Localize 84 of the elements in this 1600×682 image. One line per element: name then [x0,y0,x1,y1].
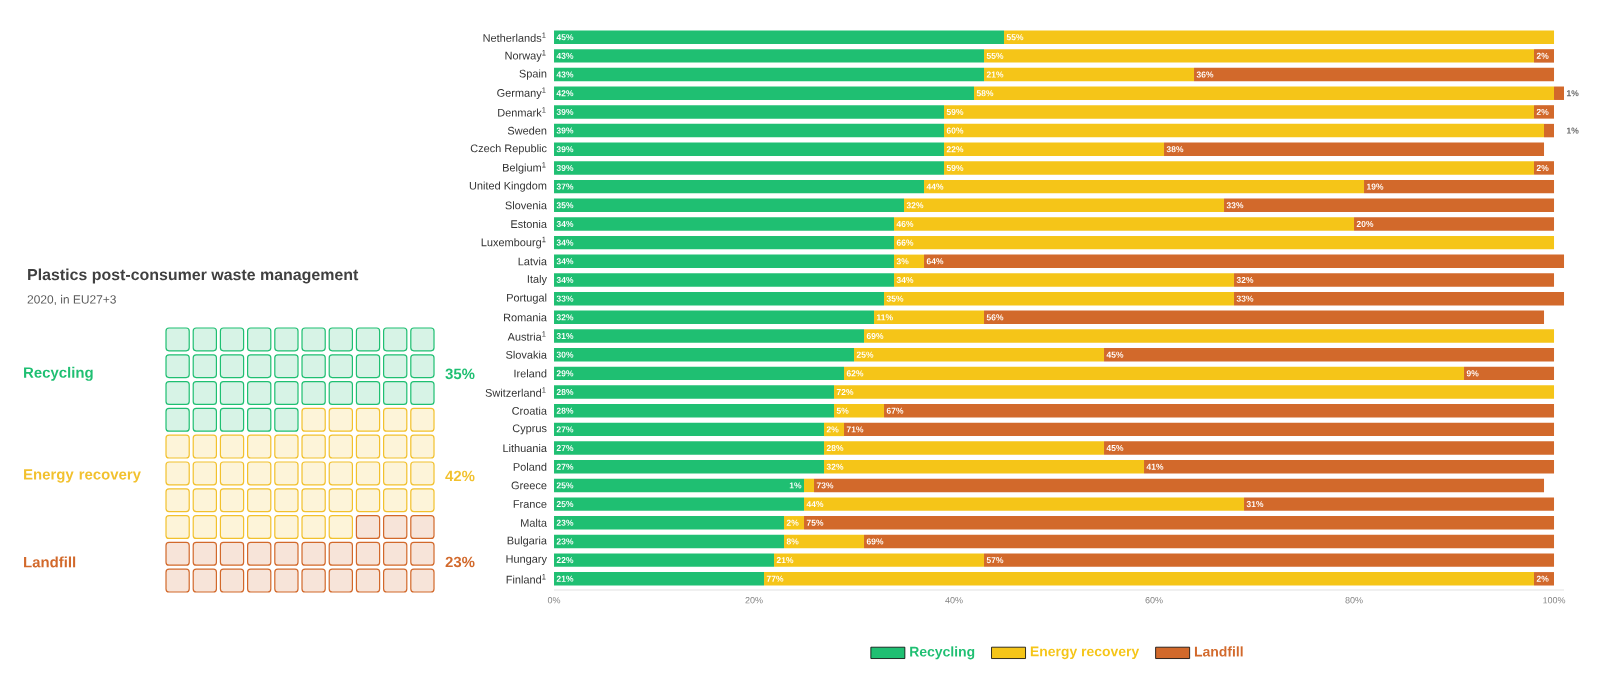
bar [834,385,1555,399]
bar [554,553,775,567]
bar [904,198,1225,213]
bar [924,254,1565,269]
bar [554,105,945,119]
bar [554,310,875,325]
bar [944,105,1535,119]
bar [1354,217,1555,231]
bar [834,404,885,418]
bar [984,49,1535,63]
bar [1534,49,1555,63]
bar [554,67,985,82]
bar [894,273,1235,287]
bar [1224,198,1555,213]
bar [554,441,825,455]
bar [1104,441,1555,455]
bar [764,572,1535,586]
bar [554,291,885,306]
bar [554,49,985,63]
bar [554,329,865,343]
bar [1104,347,1555,362]
bar [554,366,845,381]
bar [784,534,865,549]
bar [1234,291,1565,306]
bar [884,404,1555,418]
bar [554,235,895,250]
bar [554,478,805,493]
bar [554,516,785,530]
bar [984,310,1545,325]
bar [874,310,985,325]
bar [554,273,895,287]
bar [554,30,1005,44]
bar [944,161,1535,175]
bar [554,254,895,269]
bar [984,553,1555,567]
bar [1534,161,1555,175]
bar [1164,142,1545,156]
bar [944,123,1545,138]
bar [844,366,1465,381]
bar [804,497,1245,511]
bar [774,553,985,567]
bar [864,329,1555,343]
bar [1364,179,1555,194]
bar [554,404,835,418]
bar [554,179,925,194]
bar [924,179,1365,194]
bar [554,460,825,474]
bar [864,534,1555,549]
bar [844,422,1555,437]
bar [554,422,825,437]
bar [894,235,1555,250]
bar [554,161,945,175]
bar [1004,30,1555,44]
bar [1554,86,1565,100]
bar [554,198,905,213]
bar [984,67,1195,82]
bar [1534,105,1555,119]
bar [554,534,785,549]
bar [824,460,1145,474]
bar [554,142,945,156]
bar [1234,273,1555,287]
bar [1464,366,1555,381]
bar [554,86,975,100]
bar [884,291,1235,306]
bar [1534,572,1555,586]
bar [804,478,815,493]
bar [974,86,1555,100]
bar [824,441,1105,455]
bar [1544,123,1555,138]
bar [554,385,835,399]
bar [554,497,805,511]
bar [554,347,855,362]
bar [1194,67,1555,82]
bar [804,516,1555,530]
bar [1144,460,1555,474]
bar [784,516,805,530]
bar [944,142,1165,156]
bar [814,478,1545,493]
bar [894,217,1355,231]
bar [554,572,765,586]
bar [854,347,1105,362]
bar [1244,497,1555,511]
bar [554,217,895,231]
bar [554,123,945,138]
